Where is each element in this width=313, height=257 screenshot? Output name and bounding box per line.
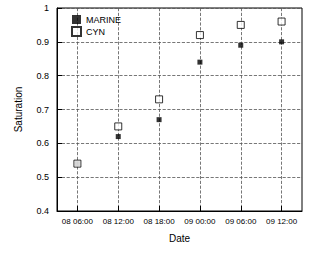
svg-text:0.7: 0.7 bbox=[36, 105, 49, 115]
svg-text:MARINE: MARINE bbox=[86, 15, 121, 25]
svg-text:08 06:00: 08 06:00 bbox=[62, 217, 94, 226]
svg-text:0.4: 0.4 bbox=[36, 206, 49, 216]
svg-text:CYN: CYN bbox=[86, 27, 105, 37]
svg-text:0.6: 0.6 bbox=[36, 138, 49, 148]
svg-text:Saturation: Saturation bbox=[13, 87, 24, 133]
svg-text:0.8: 0.8 bbox=[36, 71, 49, 81]
svg-text:09 12:00: 09 12:00 bbox=[266, 217, 298, 226]
svg-text:08 12:00: 08 12:00 bbox=[103, 217, 135, 226]
svg-text:09 00:00: 09 00:00 bbox=[184, 217, 216, 226]
svg-text:0.9: 0.9 bbox=[36, 37, 49, 47]
svg-text:08 18:00: 08 18:00 bbox=[144, 217, 176, 226]
svg-text:0.5: 0.5 bbox=[36, 172, 49, 182]
svg-text:Date: Date bbox=[169, 233, 191, 244]
svg-text:09 06:00: 09 06:00 bbox=[225, 217, 257, 226]
svg-text:1: 1 bbox=[44, 3, 49, 13]
